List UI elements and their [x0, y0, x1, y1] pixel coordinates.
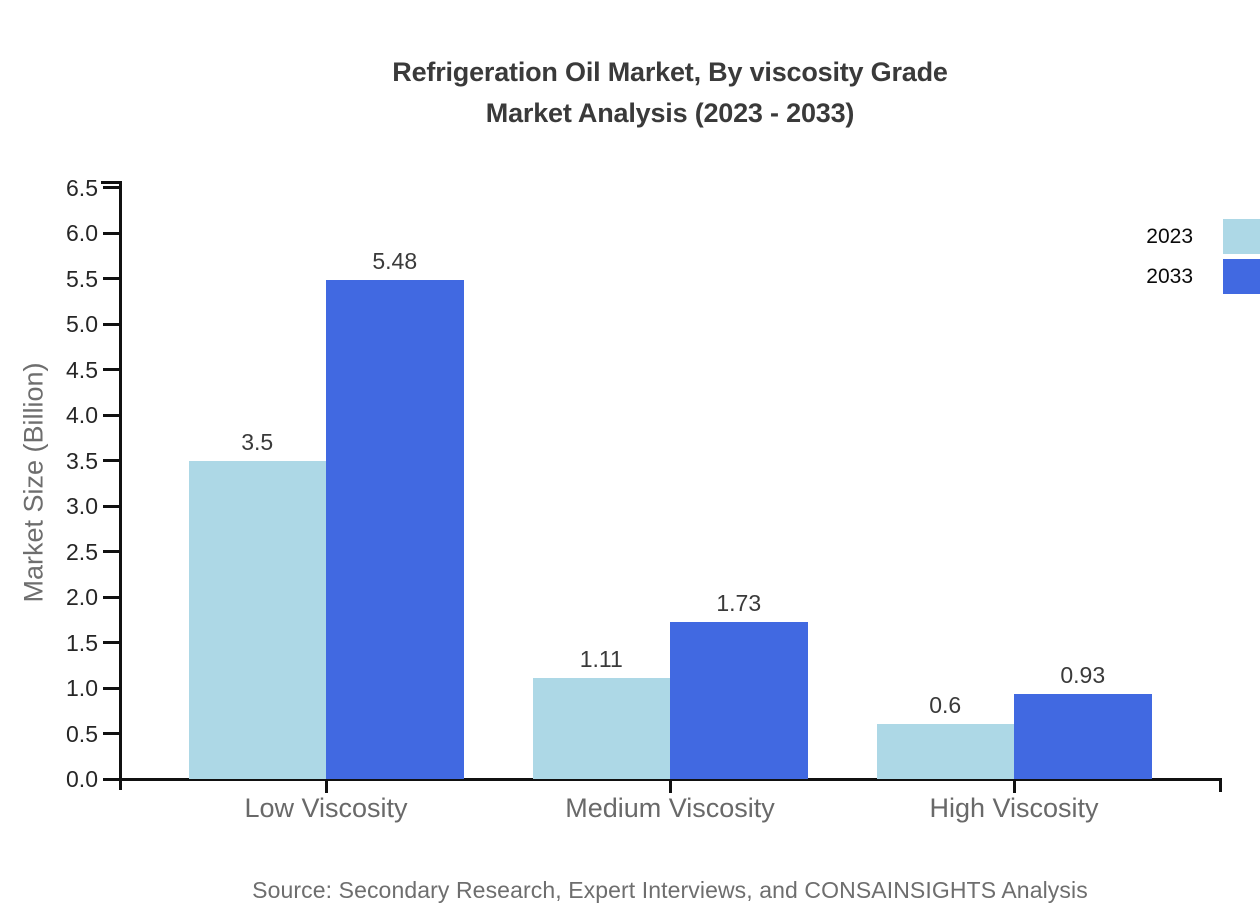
y-tick — [103, 550, 119, 553]
x-tick — [1012, 780, 1016, 793]
legend-label-2033: 2033 — [1146, 265, 1193, 288]
y-tick — [103, 368, 119, 371]
legend-swatch-2023-icon — [1223, 219, 1260, 254]
y-tick — [103, 641, 119, 644]
y-tick — [103, 231, 119, 235]
bar-2033-medium-viscosity — [670, 621, 808, 779]
value-label-2033-low-viscosity: 5.48 — [372, 248, 418, 275]
legend-label-2023: 2023 — [1146, 225, 1193, 248]
bar-2023-low-viscosity — [188, 460, 326, 779]
x-tick — [668, 780, 672, 793]
y-tick-label: 0.5 — [66, 720, 98, 747]
y-tick-label: 3.5 — [66, 447, 98, 474]
y-tick — [103, 413, 119, 417]
x-category-label: Low Viscosity — [244, 793, 408, 823]
y-tick-label: 5.0 — [66, 311, 98, 337]
bar-2033-low-viscosity — [326, 280, 464, 779]
y-tick — [103, 504, 119, 508]
y-tick — [103, 322, 119, 326]
bar-2023-medium-viscosity — [532, 677, 670, 779]
x-category-label: High Viscosity — [929, 793, 1099, 823]
y-tick-label: 6.5 — [66, 174, 98, 201]
y-tick-label: 2.5 — [66, 538, 98, 565]
value-label-2023-low-viscosity: 3.5 — [241, 428, 274, 455]
y-tick-label: 1.0 — [66, 675, 98, 701]
source-attribution: Source: Secondary Research, Expert Inter… — [252, 877, 1088, 903]
y-tick — [103, 186, 119, 189]
y-tick — [103, 732, 119, 735]
y-tick-label: 5.5 — [66, 265, 98, 292]
y-axis-end-cap — [101, 181, 122, 184]
y-tick — [103, 277, 119, 280]
y-tick-label: 1.5 — [66, 629, 98, 656]
x-category-label: Medium Viscosity — [565, 793, 775, 823]
y-tick-label: 6.0 — [66, 220, 98, 246]
y-tick-label: 3.0 — [66, 493, 98, 519]
y-tick — [103, 686, 119, 690]
bar-2033-high-viscosity — [1014, 694, 1152, 779]
x-tick — [324, 780, 328, 793]
y-axis-line — [118, 181, 122, 790]
y-tick — [103, 595, 119, 599]
chart-title-line2: Market Analysis (2023 - 2033) — [485, 98, 855, 128]
chart-title: Refrigeration Oil Market, By viscosity G… — [80, 52, 1260, 134]
y-tick-label: 0.0 — [66, 766, 98, 792]
legend-swatch-2033-icon — [1223, 259, 1260, 294]
value-label-2033-medium-viscosity: 1.73 — [716, 589, 762, 616]
chart-title-line1: Refrigeration Oil Market, By viscosity G… — [392, 57, 948, 87]
value-label-2023-medium-viscosity: 1.11 — [579, 645, 623, 672]
value-label-2033-high-viscosity: 0.93 — [1060, 662, 1106, 689]
y-tick-label: 4.5 — [66, 356, 98, 383]
value-label-2023-high-viscosity: 0.6 — [929, 692, 962, 719]
bar-2023-high-viscosity — [876, 724, 1014, 779]
y-tick-label: 2.0 — [66, 584, 98, 610]
x-axis-end-cap — [1219, 778, 1222, 792]
x-axis-line — [103, 777, 1222, 781]
y-tick — [103, 459, 119, 462]
y-tick-label: 4.0 — [66, 402, 98, 428]
